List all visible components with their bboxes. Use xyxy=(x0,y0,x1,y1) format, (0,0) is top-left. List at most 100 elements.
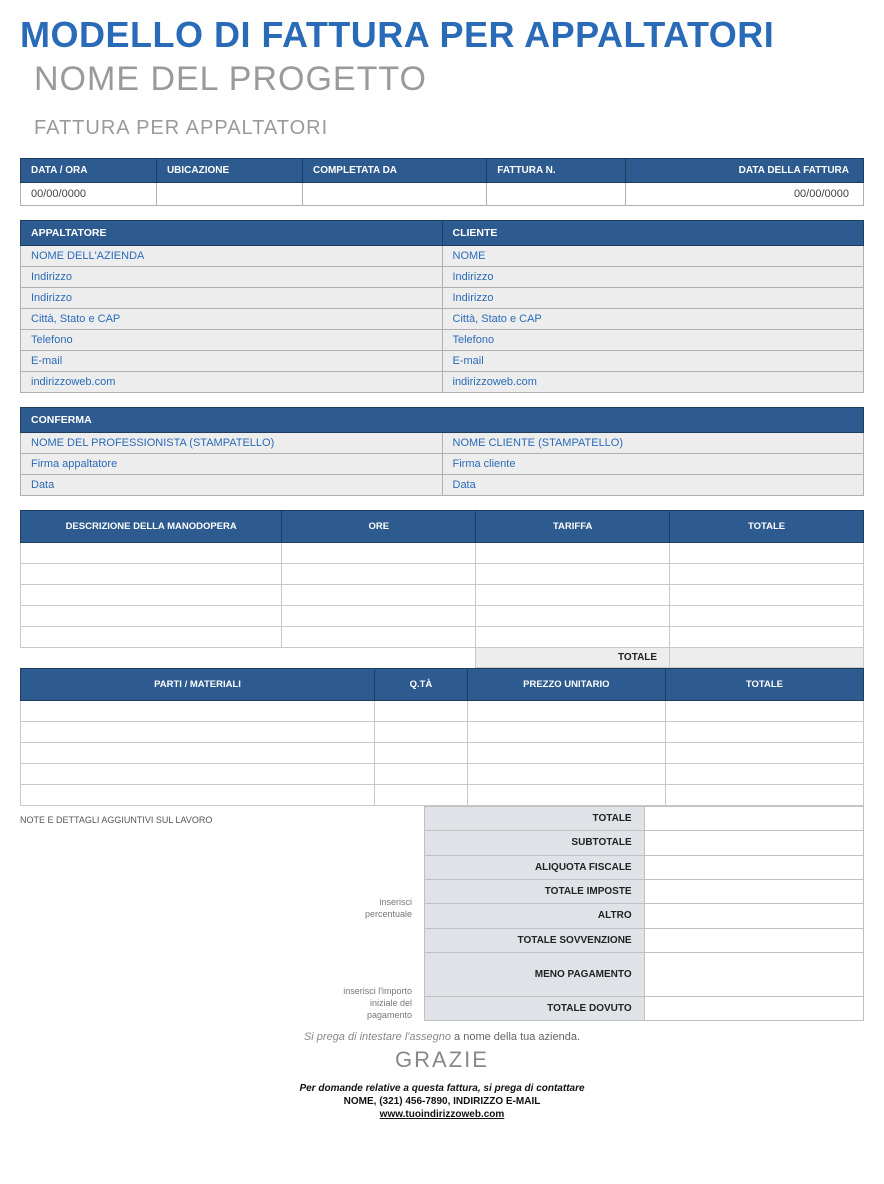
summary-label: TOTALE xyxy=(425,807,645,831)
confirm-table: CONFERMA NOME DEL PROFESSIONISTA (STAMPA… xyxy=(20,407,864,496)
contractor-city[interactable]: Città, Stato e CAP xyxy=(21,309,443,330)
parts-cell[interactable] xyxy=(375,785,468,806)
labor-header-total: TOTALE xyxy=(670,511,864,543)
client-phone[interactable]: Telefono xyxy=(442,330,864,351)
value-completed-by[interactable] xyxy=(302,183,486,206)
labor-cell[interactable] xyxy=(476,564,670,585)
summary-value[interactable] xyxy=(644,807,863,831)
header-invoice-date: DATA DELLA FATTURA xyxy=(626,159,864,183)
contractor-web[interactable]: indirizzoweb.com xyxy=(21,372,443,393)
labor-cell[interactable] xyxy=(670,564,864,585)
value-invoice-no[interactable] xyxy=(487,183,626,206)
contractor-addr2[interactable]: Indirizzo xyxy=(21,288,443,309)
labor-total-label: TOTALE xyxy=(476,648,670,668)
summary-value[interactable] xyxy=(644,928,863,952)
client-header: CLIENTE xyxy=(442,221,864,246)
footer-contact-url: www.tuoindirizzoweb.com xyxy=(20,1109,864,1120)
summary-label: TOTALE SOVVENZIONE xyxy=(425,928,645,952)
parts-cell[interactable] xyxy=(665,722,863,743)
client-web[interactable]: indirizzoweb.com xyxy=(442,372,864,393)
parts-cell[interactable] xyxy=(467,764,665,785)
header-invoice-no: FATTURA N. xyxy=(487,159,626,183)
client-name[interactable]: NOME xyxy=(442,246,864,267)
parts-cell[interactable] xyxy=(375,722,468,743)
summary-value[interactable] xyxy=(644,904,863,928)
parts-cell[interactable] xyxy=(665,764,863,785)
parts-cell[interactable] xyxy=(21,701,375,722)
invoice-subtitle: FATTURA PER APPALTATORI xyxy=(34,117,864,140)
footer-check-line: Si prega di intestare l'assegno a nome d… xyxy=(20,1031,864,1043)
parts-cell[interactable] xyxy=(665,785,863,806)
header-completed-by: COMPLETATA DA xyxy=(302,159,486,183)
client-addr2[interactable]: Indirizzo xyxy=(442,288,864,309)
footer-contact-line1: Per domande relative a questa fattura, s… xyxy=(20,1083,864,1094)
labor-cell[interactable] xyxy=(670,606,864,627)
contractor-phone[interactable]: Telefono xyxy=(21,330,443,351)
labor-cell[interactable] xyxy=(21,606,282,627)
helper-initial: inserisci l'importoiniziale delpagamento xyxy=(20,986,420,1021)
confirm-client-name[interactable]: NOME CLIENTE (STAMPATELLO) xyxy=(442,433,864,454)
value-invoice-date[interactable]: 00/00/0000 xyxy=(626,183,864,206)
summary-label: TOTALE IMPOSTE xyxy=(425,879,645,903)
header-location: UBICAZIONE xyxy=(156,159,302,183)
confirm-contractor-date[interactable]: Data xyxy=(21,475,443,496)
contractor-company[interactable]: NOME DELL'AZIENDA xyxy=(21,246,443,267)
labor-cell[interactable] xyxy=(476,606,670,627)
parts-header-unit: PREZZO UNITARIO xyxy=(467,669,665,701)
labor-cell[interactable] xyxy=(476,543,670,564)
contractor-email[interactable]: E-mail xyxy=(21,351,443,372)
parts-cell[interactable] xyxy=(665,743,863,764)
summary-value[interactable] xyxy=(644,952,863,996)
summary-label: ALTRO xyxy=(425,904,645,928)
confirm-header: CONFERMA xyxy=(21,408,864,433)
parts-cell[interactable] xyxy=(467,722,665,743)
labor-cell[interactable] xyxy=(21,564,282,585)
labor-cell[interactable] xyxy=(670,627,864,648)
labor-cell[interactable] xyxy=(670,585,864,606)
value-location[interactable] xyxy=(156,183,302,206)
parts-cell[interactable] xyxy=(21,785,375,806)
labor-cell[interactable] xyxy=(21,627,282,648)
value-date-time[interactable]: 00/00/0000 xyxy=(21,183,157,206)
confirm-prof-name[interactable]: NOME DEL PROFESSIONISTA (STAMPATELLO) xyxy=(21,433,443,454)
parts-cell[interactable] xyxy=(467,701,665,722)
summary-label: MENO PAGAMENTO xyxy=(425,952,645,996)
summary-value[interactable] xyxy=(644,831,863,855)
parts-cell[interactable] xyxy=(375,743,468,764)
summary-label: SUBTOTALE xyxy=(425,831,645,855)
labor-cell[interactable] xyxy=(282,564,476,585)
contractor-addr1[interactable]: Indirizzo xyxy=(21,267,443,288)
parts-cell[interactable] xyxy=(665,701,863,722)
client-addr1[interactable]: Indirizzo xyxy=(442,267,864,288)
client-email[interactable]: E-mail xyxy=(442,351,864,372)
parts-cell[interactable] xyxy=(467,785,665,806)
labor-cell[interactable] xyxy=(21,543,282,564)
labor-cell[interactable] xyxy=(282,543,476,564)
summary-value[interactable] xyxy=(644,997,863,1021)
labor-cell[interactable] xyxy=(282,585,476,606)
confirm-contractor-sign[interactable]: Firma appaltatore xyxy=(21,454,443,475)
confirm-client-date[interactable]: Data xyxy=(442,475,864,496)
footer-check-italic: Si prega di intestare l'assegno xyxy=(304,1031,451,1043)
labor-cell[interactable] xyxy=(670,543,864,564)
labor-cell[interactable] xyxy=(476,585,670,606)
labor-cell[interactable] xyxy=(282,606,476,627)
parts-cell[interactable] xyxy=(21,722,375,743)
labor-total-value[interactable] xyxy=(670,648,864,668)
summary-value[interactable] xyxy=(644,855,863,879)
confirm-client-sign[interactable]: Firma cliente xyxy=(442,454,864,475)
parts-cell[interactable] xyxy=(21,743,375,764)
labor-cell[interactable] xyxy=(282,627,476,648)
invoice-info-table: DATA / ORA UBICAZIONE COMPLETATA DA FATT… xyxy=(20,158,864,206)
summary-table: TOTALESUBTOTALEALIQUOTA FISCALETOTALE IM… xyxy=(424,806,864,1021)
labor-cell[interactable] xyxy=(21,585,282,606)
parts-cell[interactable] xyxy=(21,764,375,785)
footer-contact-line2: NOME, (321) 456-7890, INDIRIZZO E-MAIL xyxy=(20,1096,864,1107)
client-city[interactable]: Città, Stato e CAP xyxy=(442,309,864,330)
labor-header-rate: TARIFFA xyxy=(476,511,670,543)
parts-cell[interactable] xyxy=(375,764,468,785)
parts-cell[interactable] xyxy=(467,743,665,764)
labor-cell[interactable] xyxy=(476,627,670,648)
parts-cell[interactable] xyxy=(375,701,468,722)
summary-value[interactable] xyxy=(644,879,863,903)
